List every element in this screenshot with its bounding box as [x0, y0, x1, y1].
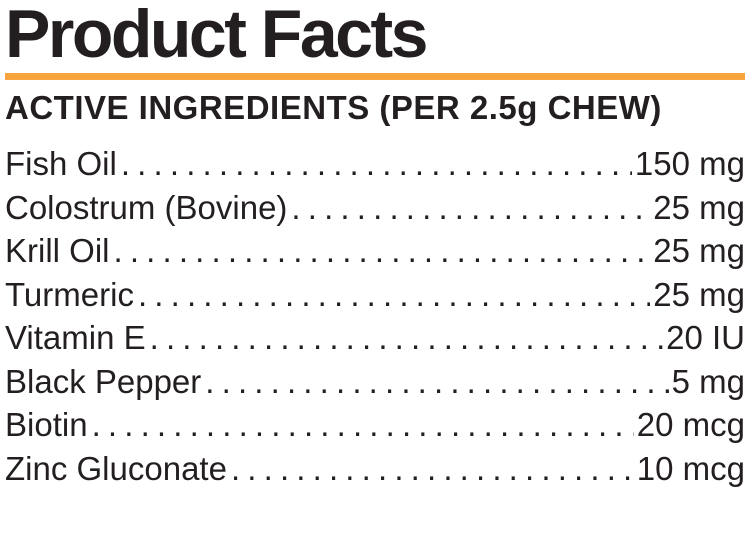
ingredient-row: Biotin 20 mcg — [5, 403, 745, 447]
ingredient-row: Colostrum (Bovine) 25 mg — [5, 186, 745, 230]
dot-leader — [205, 360, 668, 404]
ingredient-amount: 25 mg — [653, 232, 745, 269]
dot-leader — [114, 229, 651, 273]
active-ingredients-heading: ACTIVE INGREDIENTS (PER 2.5g CHEW) — [5, 89, 662, 126]
ingredient-amount: 20 mcg — [636, 406, 745, 443]
ingredient-amount: 5 mg — [671, 362, 745, 400]
ingredient-name: Vitamin E — [5, 319, 146, 356]
ingredient-amount: 10 mcg — [636, 449, 745, 487]
ingredient-row: Vitamin E 20 IU — [5, 316, 745, 360]
ingredient-amount: 150 mg — [634, 145, 745, 182]
ingredient-row: Black Pepper 5 mg — [5, 360, 745, 404]
dot-leader — [92, 403, 634, 447]
ingredient-row: Krill Oil 25 mg — [5, 229, 745, 273]
ingredient-amount: 25 mg — [653, 188, 745, 226]
ingredient-row: Zinc Gluconate 10 mcg — [5, 447, 745, 491]
ingredient-row: Turmeric 25 mg — [5, 273, 745, 317]
ingredient-list: Fish Oil 150 mg Colostrum (Bovine) 25 mg… — [5, 142, 745, 490]
dot-leader — [138, 273, 650, 317]
dot-leader — [291, 186, 650, 230]
ingredient-name: Black Pepper — [5, 362, 202, 400]
accent-divider — [5, 73, 745, 80]
ingredient-amount: 25 mg — [653, 275, 745, 313]
ingredient-name: Zinc Gluconate — [5, 449, 227, 487]
ingredient-name: Krill Oil — [5, 232, 110, 269]
ingredient-row: Fish Oil 150 mg — [5, 142, 745, 186]
dot-leader — [121, 142, 632, 186]
ingredient-name: Biotin — [5, 406, 88, 443]
ingredient-name: Fish Oil — [5, 145, 117, 182]
dot-leader — [231, 447, 634, 491]
panel-title: Product Facts — [5, 0, 428, 72]
ingredient-name: Colostrum (Bovine) — [5, 188, 288, 226]
ingredient-amount: 20 IU — [666, 319, 745, 356]
ingredient-name: Turmeric — [5, 275, 134, 313]
dot-leader — [150, 316, 664, 360]
